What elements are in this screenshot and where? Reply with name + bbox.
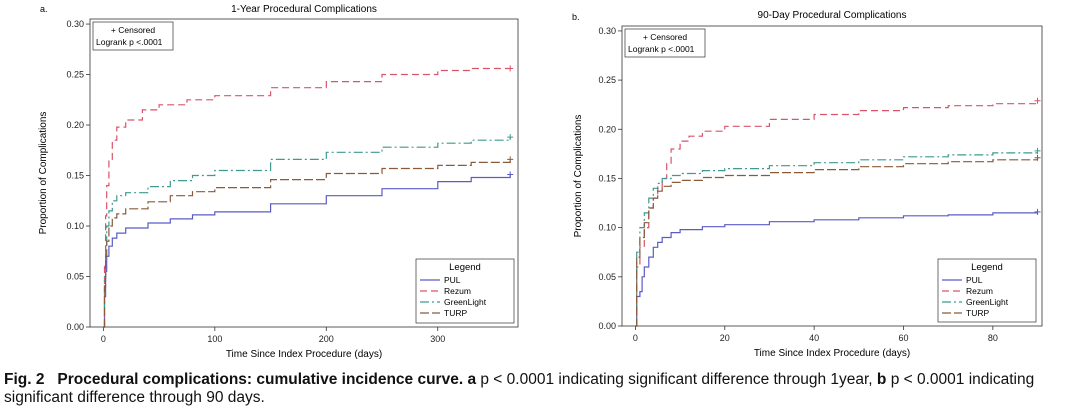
x-tick-label: 0 xyxy=(633,333,638,343)
series-line-turp xyxy=(103,159,511,328)
y-tick-label: 0.30 xyxy=(598,26,616,36)
legend-label-turp: TURP xyxy=(444,308,467,318)
censor-marker xyxy=(507,156,514,163)
annotation-box xyxy=(624,28,706,58)
y-tick-label: 0.05 xyxy=(66,272,84,282)
censor-marker xyxy=(1034,97,1041,104)
censor-marker xyxy=(1034,154,1041,161)
censored-note: + Censored xyxy=(643,32,687,42)
caption-title: Procedural complications: cumulative inc… xyxy=(57,371,464,388)
legend-label-turp: TURP xyxy=(966,308,989,318)
caption-b-label: b xyxy=(876,371,887,388)
censored-note: + Censored xyxy=(111,25,155,35)
censor-marker xyxy=(1034,147,1041,154)
figure-caption: Fig. 2 Procedural complications: cumulat… xyxy=(4,371,1076,407)
series-line-rezum xyxy=(103,67,511,328)
y-tick-label: 0.00 xyxy=(66,322,84,332)
series-line-greenlight xyxy=(635,150,1039,327)
x-tick-label: 60 xyxy=(898,333,908,343)
caption-b-text: p < 0.0001 indicating significant differ… xyxy=(4,371,1035,406)
legend-label-pul: PUL xyxy=(966,275,983,285)
x-tick-label: 80 xyxy=(988,333,998,343)
y-tick-label: 0.25 xyxy=(66,70,84,80)
series-line-turp xyxy=(635,157,1039,327)
legend-label-greenlight: GreenLight xyxy=(444,297,487,307)
caption-fig-label: Fig. 2 xyxy=(4,371,45,388)
legend-label-rezum: Rezum xyxy=(966,286,993,296)
legend-label-rezum: Rezum xyxy=(444,286,471,296)
plot-frame xyxy=(89,18,519,328)
y-tick-label: 0.25 xyxy=(598,75,616,85)
x-axis-label: Time Since Index Procedure (days) xyxy=(754,348,910,359)
censor-marker xyxy=(1034,208,1041,215)
censor-marker xyxy=(507,171,514,178)
caption-a-label: a xyxy=(467,371,477,388)
annotation-box xyxy=(92,21,174,51)
series-line-pul xyxy=(635,211,1039,327)
y-tick-label: 0.05 xyxy=(598,272,616,282)
legend-title: Legend xyxy=(971,262,1003,273)
x-tick-label: 200 xyxy=(319,334,334,344)
y-tick-label: 0.15 xyxy=(66,171,84,181)
y-axis-label: Proportion of Complications xyxy=(38,112,49,235)
logrank-note: Logrank p <.0001 xyxy=(628,44,695,54)
censor-marker xyxy=(507,65,514,72)
y-axis-label: Proportion of Complications xyxy=(573,115,584,238)
y-tick-label: 0.15 xyxy=(598,173,616,183)
series-line-greenlight xyxy=(103,137,511,328)
chart-title: 1-Year Procedural Complications xyxy=(231,4,377,15)
series-line-pul xyxy=(103,174,511,328)
legend-label-pul: PUL xyxy=(444,275,461,285)
y-tick-label: 0.10 xyxy=(598,223,616,233)
y-tick-label: 0.20 xyxy=(66,120,84,130)
y-tick-label: 0.10 xyxy=(66,221,84,231)
chart-panel-b: b. 90-Day Procedural Complications 0.00 0.0… xyxy=(572,10,1043,359)
plot-frame xyxy=(621,25,1043,327)
y-tick-label: 0.00 xyxy=(598,321,616,331)
censor-marker xyxy=(507,134,514,141)
x-tick-label: 40 xyxy=(809,333,819,343)
legend-label-greenlight: GreenLight xyxy=(966,297,1009,307)
legend-title: Legend xyxy=(449,262,481,273)
x-tick-label: 100 xyxy=(207,334,222,344)
x-tick-label: 300 xyxy=(430,334,445,344)
chart-title: 90-Day Procedural Complications xyxy=(758,10,907,21)
x-tick-label: 0 xyxy=(101,334,106,344)
x-tick-label: 20 xyxy=(720,333,730,343)
caption-a-text: p < 0.0001 indicating significant differ… xyxy=(480,371,873,388)
logrank-note: Logrank p <.0001 xyxy=(96,37,163,47)
panel-label: a. xyxy=(40,4,48,14)
y-tick-label: 0.30 xyxy=(66,19,84,29)
chart-panel-a: a. 1-Year Procedural Complications 0.00 0.0… xyxy=(38,4,519,360)
y-tick-label: 0.20 xyxy=(598,124,616,134)
x-axis-label: Time Since Index Procedure (days) xyxy=(226,349,382,360)
panel-label: b. xyxy=(572,12,580,22)
series-line-rezum xyxy=(635,100,1039,327)
